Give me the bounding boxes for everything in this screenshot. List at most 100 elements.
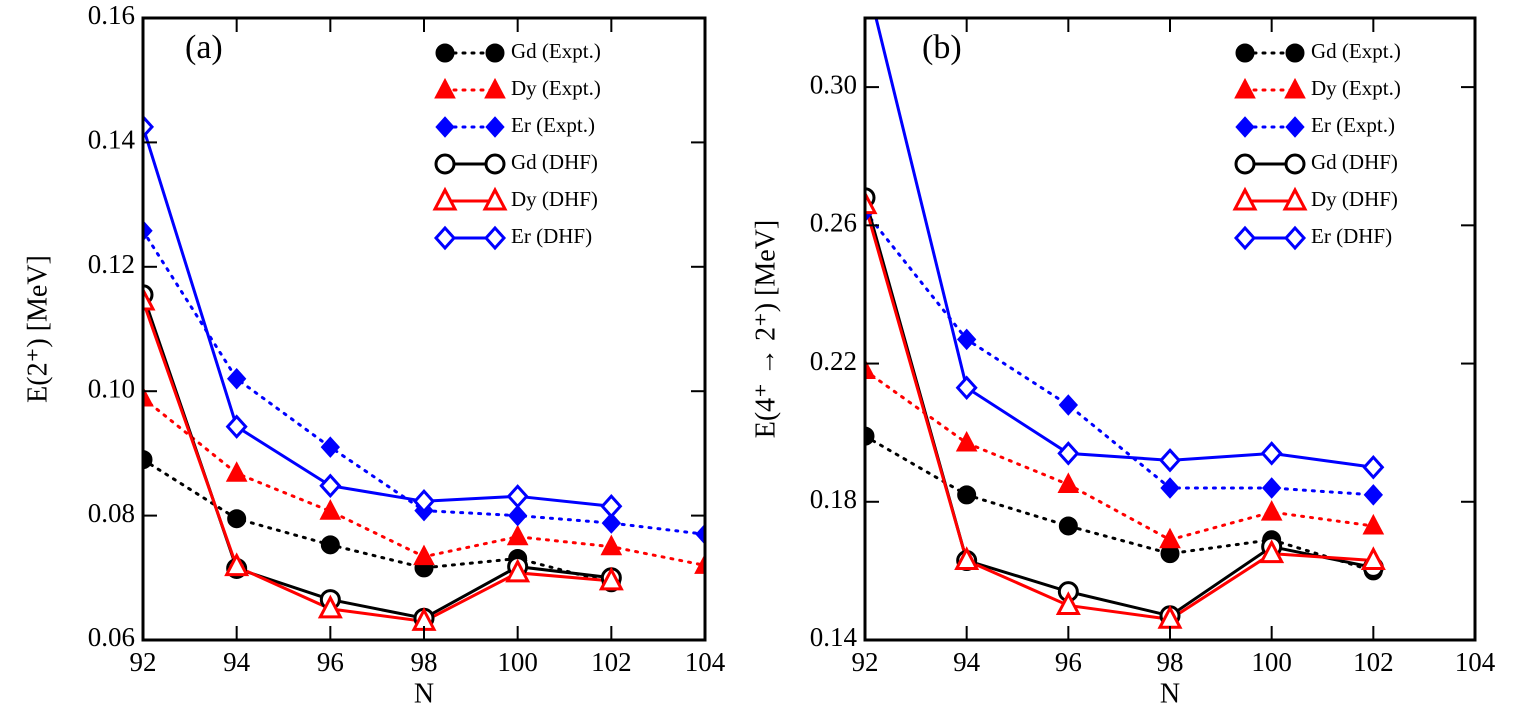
legend-label: Dy (DHF) [511,187,598,211]
x-tick-label: 96 [317,647,344,677]
legend-marker [435,43,455,63]
y-tick-label: 0.26 [810,208,857,238]
marker [320,436,341,458]
legend-label: Er (Expt.) [1311,113,1395,137]
legend-label: Gd (DHF) [511,150,598,174]
marker [506,484,529,509]
marker [227,509,247,529]
marker [1360,546,1386,571]
marker [1158,448,1182,473]
series-line [143,294,612,620]
legend-marker [485,116,505,138]
marker [1057,441,1080,466]
legend-marker [1285,43,1305,63]
legend-marker [434,153,456,175]
legend-marker [1283,225,1307,251]
series-line [874,18,1374,469]
y-tick-label: 0.16 [88,0,135,30]
marker [225,414,248,439]
x-tick-label: 102 [591,647,632,677]
legend-marker [484,77,506,99]
series-line [143,300,612,623]
series-line [143,458,613,585]
x-tick-label: 94 [953,647,981,677]
marker [317,594,343,619]
marker [1362,513,1385,535]
marker [1260,500,1283,521]
marker [1058,394,1079,416]
legend-marker [1284,153,1306,175]
marker [957,485,977,505]
legend-marker [1282,186,1308,211]
legend-marker [1232,186,1258,211]
marker [1261,477,1282,499]
marker [954,546,980,571]
marker [865,426,875,446]
y-tick-label: 0.12 [88,249,135,279]
legend-label: Gd (Expt.) [1311,39,1401,63]
legend-label: Er (DHF) [511,224,592,248]
marker [956,328,977,351]
marker [1160,477,1180,499]
marker [865,190,878,215]
marker [143,114,155,140]
marker [506,524,529,546]
legend-label: Dy (Expt.) [1311,76,1401,100]
x-tick-label: 96 [1055,647,1082,677]
legend-label: Er (DHF) [1311,224,1392,248]
marker [1362,454,1385,480]
marker [598,566,624,591]
legend-marker [435,116,455,138]
marker [695,523,705,546]
marker [507,504,528,527]
legend-marker [432,186,458,211]
marker [1057,472,1080,493]
x-axis-title: N [1160,678,1180,709]
marker [694,553,705,574]
marker [1363,484,1384,506]
legend-marker [434,77,456,99]
panel-label: (a) [185,29,223,66]
plot-area [143,114,705,631]
plot-area [865,18,1386,629]
marker [601,512,622,534]
marker [143,450,153,470]
legend-marker [1233,225,1257,251]
marker [225,461,248,482]
legend-marker [1285,116,1305,138]
series-line [865,210,1375,497]
y-tick-label: 0.08 [88,498,135,528]
y-tick-label: 0.14 [810,622,858,652]
series-line [865,204,1374,621]
x-tick-label: 102 [1353,647,1394,677]
series-line [143,229,705,536]
legend-marker [1235,43,1255,63]
legend-label: Dy (Expt.) [511,76,601,100]
marker [600,494,623,519]
x-tick-label: 92 [130,647,157,677]
marker [319,499,342,520]
series-line [865,197,1374,618]
panel-label: (b) [922,29,962,66]
legend-marker [484,153,506,175]
legend-marker [1284,77,1306,99]
series-line [865,368,1375,542]
y-tick-label: 0.14 [88,125,136,155]
legend-marker [482,186,508,211]
x-tick-label: 100 [1251,647,1292,677]
x-tick-label: 104 [1455,647,1496,677]
y-tick-label: 0.22 [810,346,857,376]
marker [224,552,250,577]
marker [600,534,623,556]
marker [1055,591,1081,615]
x-tick-label: 98 [411,647,438,677]
x-tick-label: 92 [852,647,879,677]
x-tick-label: 94 [223,647,251,677]
x-tick-label: 100 [497,647,538,677]
y-tick-label: 0.06 [88,622,135,652]
y-axis-title: E(2⁺) [MeV] [22,255,53,403]
legend-marker [483,225,507,251]
legend-marker [433,225,457,251]
y-tick-label: 0.10 [88,373,135,403]
